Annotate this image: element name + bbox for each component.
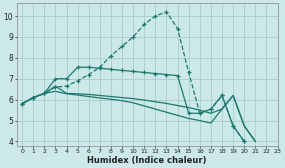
X-axis label: Humidex (Indice chaleur): Humidex (Indice chaleur) bbox=[87, 156, 207, 164]
